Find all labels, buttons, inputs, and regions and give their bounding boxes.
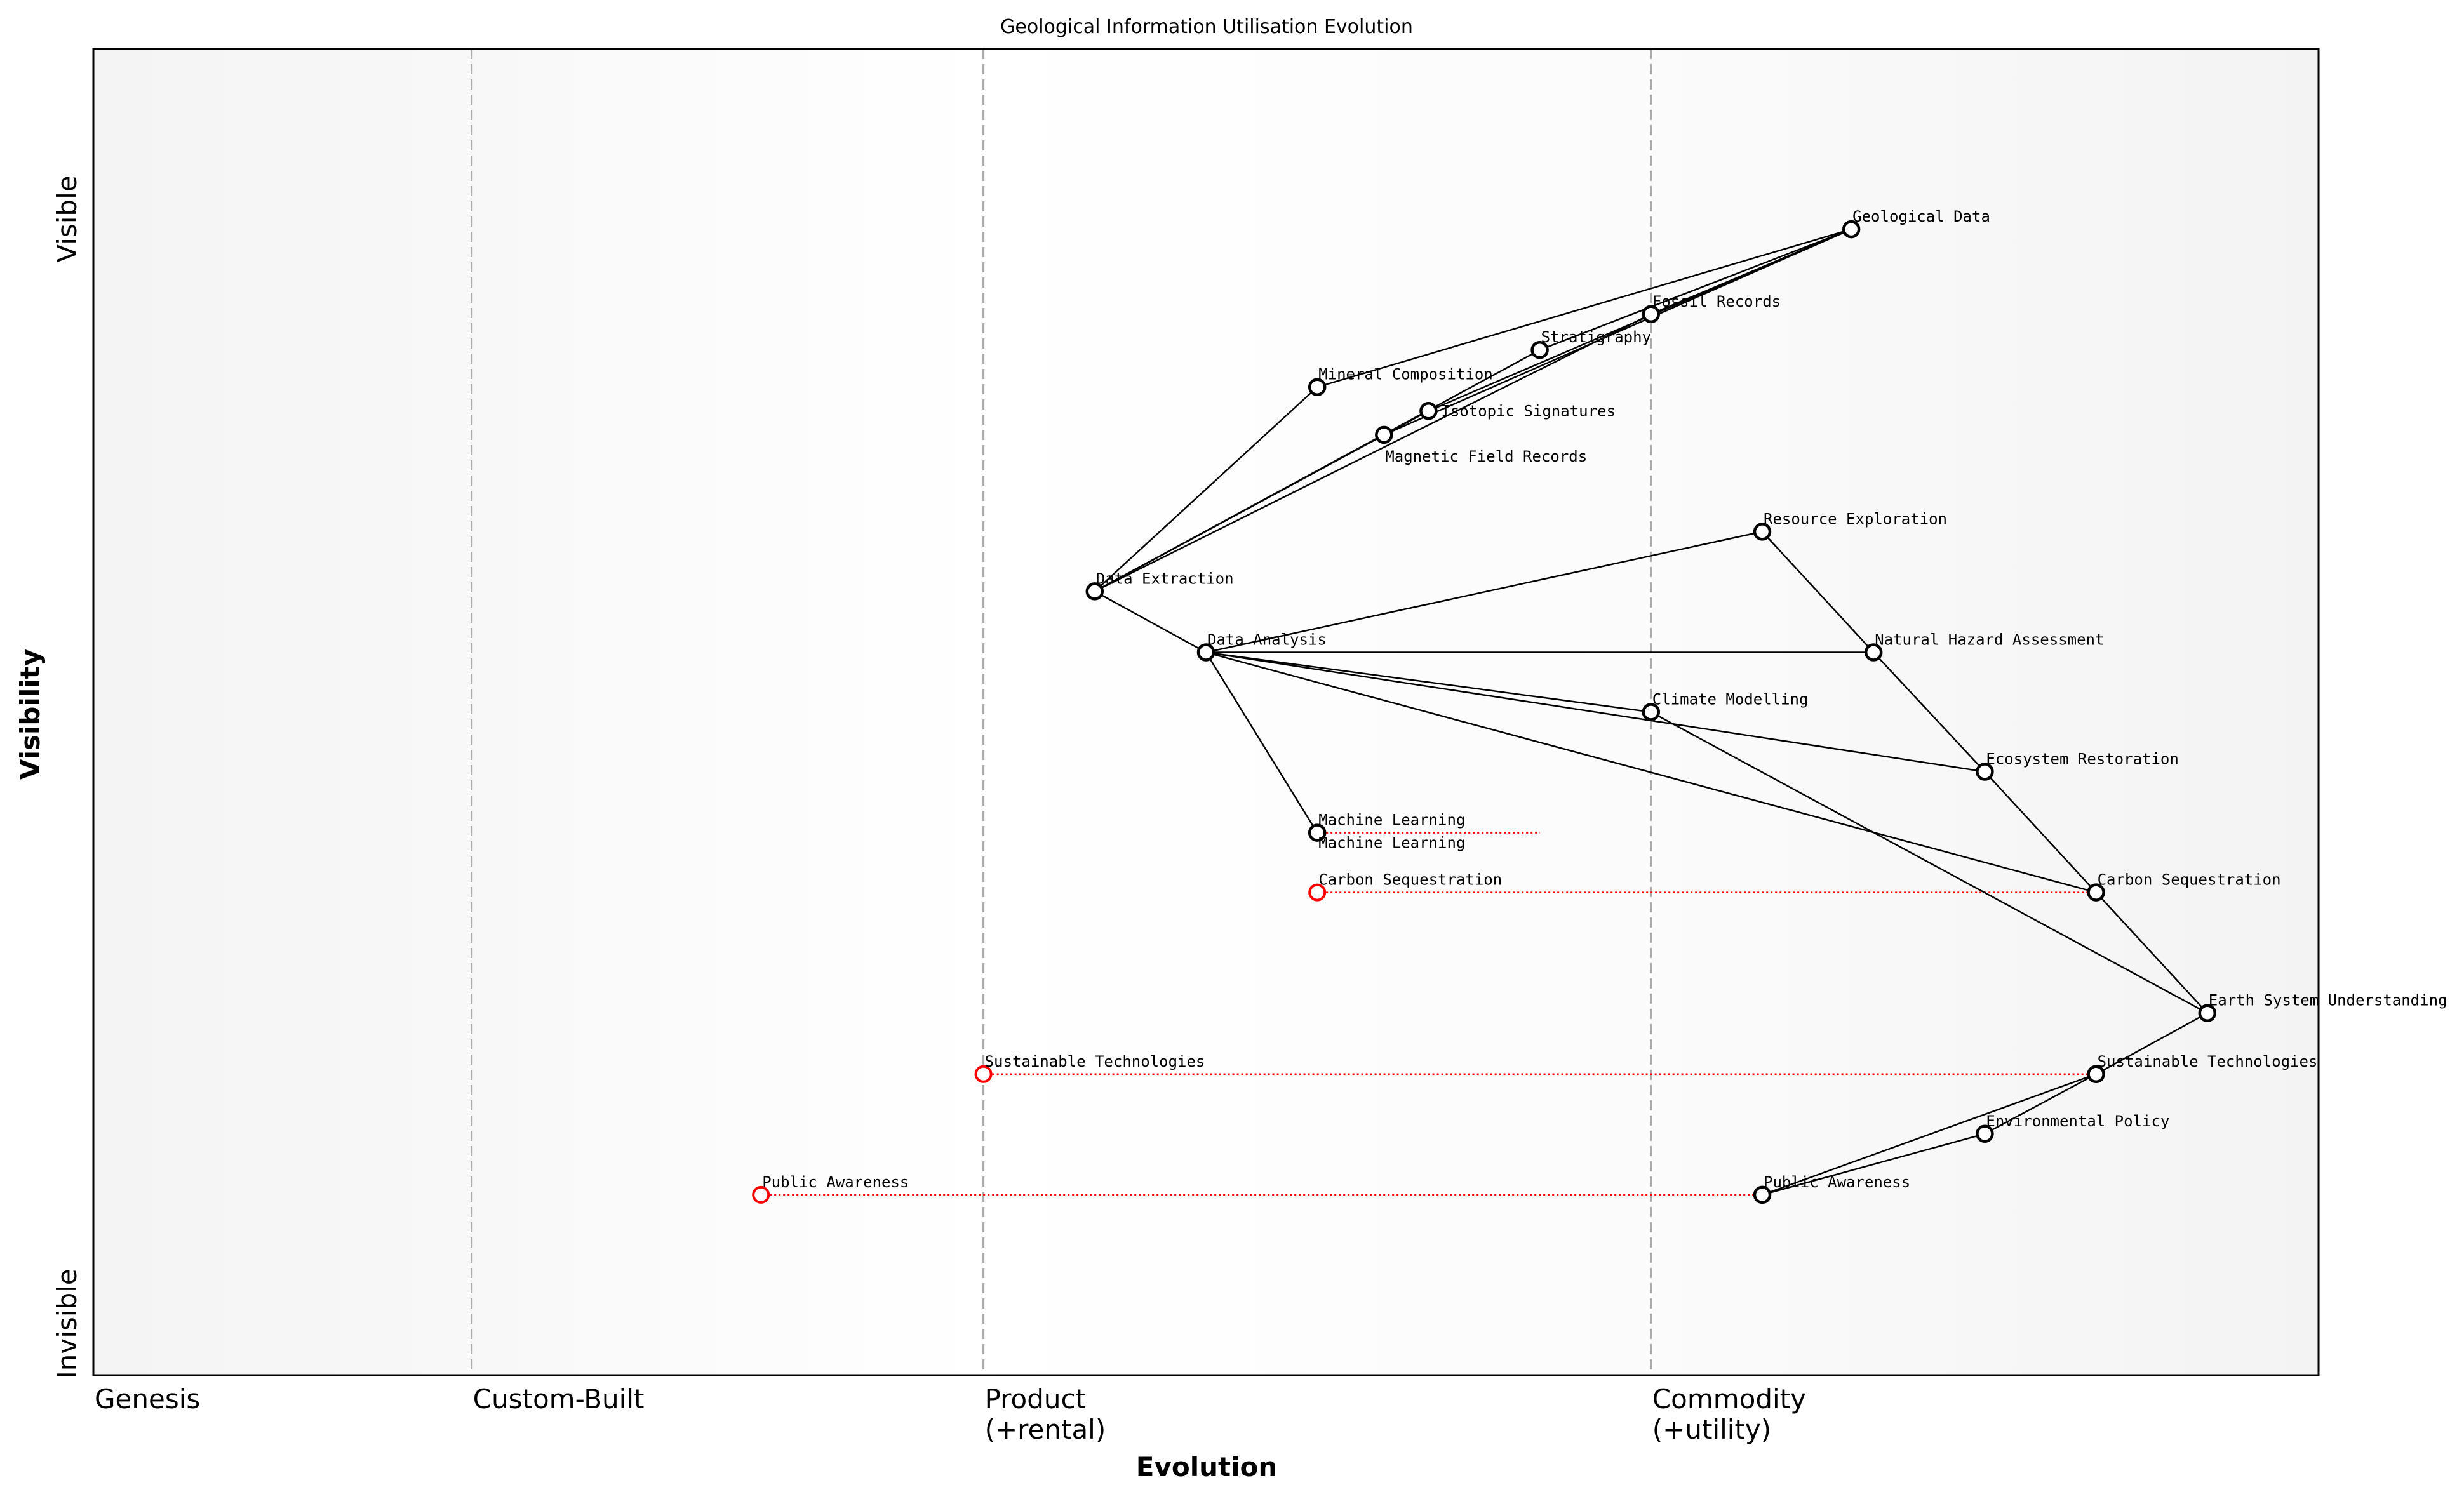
chart-title: Geological Information Utilisation Evolu… [1000, 16, 1413, 38]
evolve-source-node-sustainable-technologies [974, 1065, 993, 1083]
stage-label-genesis: Genesis [95, 1383, 200, 1415]
stage-label-custom-built: Custom-Built [473, 1383, 645, 1415]
link-sustainable-technologies-to-environmental-policy [1984, 1073, 2097, 1135]
link-data-analysis-to-resource-exploration [1205, 531, 1763, 653]
component-node-stratigraphy [1530, 340, 1549, 359]
component-label-public-awareness: Public Awareness [1764, 1173, 1910, 1191]
evolve-source-label-public-awareness: Public Awareness [762, 1173, 909, 1191]
component-node-fossil-records [1642, 305, 1661, 324]
stage-label-commodity-utility-: Commodity (+utility) [1652, 1383, 1806, 1445]
component-node-carbon-sequestration [2087, 883, 2105, 902]
component-label-fossil-records: Fossil Records [1652, 293, 1781, 310]
component-node-machine-learning [1308, 823, 1327, 842]
link-data-analysis-to-machine-learning [1205, 651, 1318, 834]
plot-frame [92, 48, 2320, 1376]
link-geological-data-to-stratigraphy [1539, 228, 1852, 351]
link-data-extraction-to-mineral-composition [1094, 386, 1318, 592]
evolve-source-label-carbon-sequestration: Carbon Sequestration [1318, 871, 1502, 889]
component-node-resource-exploration [1753, 523, 1772, 541]
x-axis-title: Evolution [1136, 1451, 1277, 1482]
component-label-environmental-policy: Environmental Policy [1986, 1112, 2169, 1130]
component-label-natural-hazard-assessment: Natural Hazard Assessment [1875, 630, 2104, 648]
component-node-isotopic-signatures [1419, 402, 1438, 420]
component-label-earth-system-understanding: Earth System Understanding [2209, 992, 2447, 1009]
component-node-natural-hazard-assessment [1864, 643, 1883, 662]
link-geological-data-to-mineral-composition [1316, 228, 1852, 388]
component-label-data-analysis: Data Analysis [1207, 630, 1327, 648]
component-label-machine-learning: Machine Learning [1318, 834, 1465, 852]
link-data-extraction-to-magnetic-field-records [1094, 434, 1384, 592]
stage-label-product-rental-: Product (+rental) [985, 1383, 1106, 1445]
component-label-mineral-composition: Mineral Composition [1318, 366, 1493, 383]
component-node-mineral-composition [1308, 378, 1327, 396]
y-top-label: Visible [51, 175, 83, 262]
component-node-geological-data [1842, 220, 1861, 239]
component-label-geological-data: Geological Data [1852, 208, 1990, 225]
link-carbon-sequestration-to-earth-system-understanding [2095, 891, 2208, 1014]
component-node-environmental-policy [1976, 1124, 1994, 1143]
component-label-carbon-sequestration: Carbon Sequestration [2098, 871, 2281, 889]
component-label-climate-modelling: Climate Modelling [1652, 691, 1809, 709]
link-data-analysis-to-climate-modelling [1205, 651, 1651, 713]
component-label-stratigraphy: Stratigraphy [1541, 328, 1651, 346]
link-data-extraction-to-fossil-records [1094, 313, 1652, 592]
component-node-sustainable-technologies [2087, 1065, 2105, 1084]
component-node-magnetic-field-records [1375, 425, 1393, 444]
component-node-earth-system-understanding [2198, 1004, 2217, 1022]
component-label-resource-exploration: Resource Exploration [1764, 510, 1947, 528]
component-label-ecosystem-restoration: Ecosystem Restoration [1986, 750, 2178, 768]
link-natural-hazard-assessment-to-ecosystem-restoration [1873, 651, 1986, 773]
link-earth-system-understanding-to-sustainable-technologies [2095, 1012, 2208, 1075]
y-axis-title: Visibility [15, 649, 46, 780]
link-geological-data-to-magnetic-field-records [1383, 228, 1852, 436]
evolve-source-label-sustainable-technologies: Sustainable Technologies [985, 1053, 1205, 1070]
component-label-sustainable-technologies: Sustainable Technologies [2098, 1053, 2318, 1070]
link-ecosystem-restoration-to-carbon-sequestration [1984, 771, 2097, 893]
component-node-ecosystem-restoration [1976, 763, 1994, 781]
component-node-climate-modelling [1642, 703, 1661, 721]
link-environmental-policy-to-public-awareness [1762, 1133, 1985, 1196]
component-label-magnetic-field-records: Magnetic Field Records [1385, 448, 1587, 465]
component-node-public-awareness [1753, 1185, 1772, 1204]
link-resource-exploration-to-natural-hazard-assessment [1762, 531, 1875, 653]
component-node-data-analysis [1196, 643, 1215, 662]
evolve-source-node-public-awareness [752, 1185, 770, 1204]
component-label-isotopic-signatures: Isotopic Signatures [1441, 402, 1616, 420]
link-data-analysis-to-carbon-sequestration [1205, 651, 2096, 893]
link-climate-modelling-to-earth-system-understanding [1650, 711, 2208, 1014]
y-bottom-label: Invisible [51, 1269, 83, 1378]
link-data-analysis-to-ecosystem-restoration [1205, 651, 1985, 773]
link-sustainable-technologies-to-public-awareness [1762, 1073, 2097, 1196]
link-data-extraction-to-data-analysis [1094, 590, 1207, 653]
component-label-data-extraction: Data Extraction [1096, 569, 1234, 587]
plot-background [93, 49, 2319, 1375]
evolve-source-label-machine-learning: Machine Learning [1318, 811, 1465, 829]
evolve-source-node-carbon-sequestration [1308, 883, 1327, 902]
component-node-data-extraction [1085, 582, 1104, 601]
